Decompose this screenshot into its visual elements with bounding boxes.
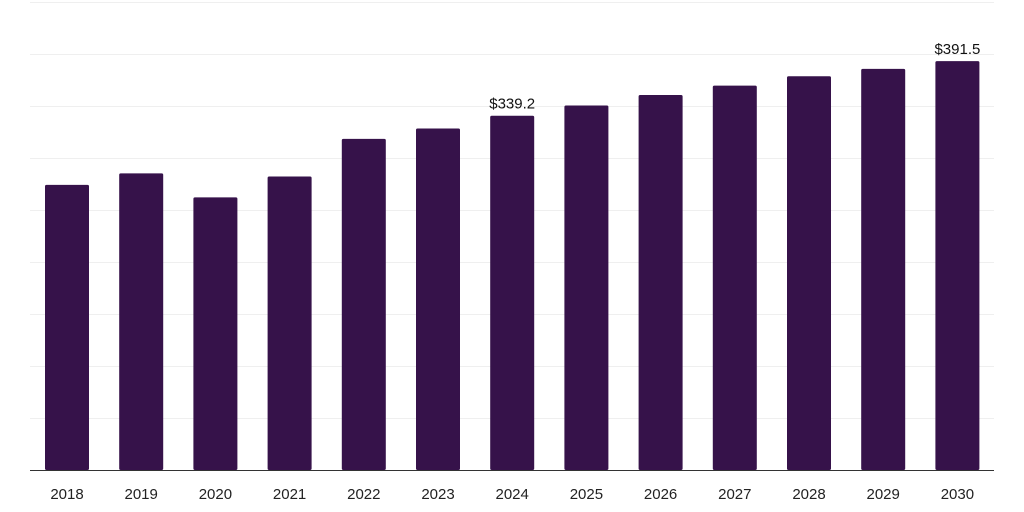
x-tick-label-2024: 2024 xyxy=(496,486,529,503)
data-labels: $339.2 $391.5 xyxy=(489,41,980,113)
bar-2022[interactable] xyxy=(341,138,386,470)
bar-2018[interactable] xyxy=(45,184,89,470)
x-tick-label-2030: 2030 xyxy=(941,486,974,503)
data-label-2030: $391.5 xyxy=(934,41,980,58)
bar-2024[interactable] xyxy=(490,115,535,470)
bar-2020[interactable] xyxy=(193,197,238,470)
x-axis: 2018 2019 2020 2021 2022 2023 2024 2025 2026 2027… xyxy=(30,470,994,503)
bar-2027[interactable] xyxy=(712,85,757,470)
bar-2028[interactable] xyxy=(787,76,831,470)
x-tick-label-2020: 2020 xyxy=(199,486,232,503)
bar-2025[interactable] xyxy=(564,105,609,471)
bar-2026[interactable] xyxy=(638,95,683,470)
bars xyxy=(45,61,980,471)
x-tick-label-2026: 2026 xyxy=(644,486,677,503)
bar-2030[interactable] xyxy=(935,61,980,470)
x-tick-label-2022: 2022 xyxy=(347,486,380,503)
x-tick-label-2021: 2021 xyxy=(273,486,306,503)
bar-2019[interactable] xyxy=(119,173,164,470)
bar-2029[interactable] xyxy=(861,68,906,471)
bar-2021[interactable] xyxy=(267,176,312,471)
x-tick-label-2028: 2028 xyxy=(792,486,825,503)
x-tick-label-2023: 2023 xyxy=(421,486,454,503)
x-tick-label-2019: 2019 xyxy=(125,486,158,503)
data-label-2024: $339.2 xyxy=(489,96,535,113)
x-tick-label-2027: 2027 xyxy=(718,486,751,503)
x-tick-label-2018: 2018 xyxy=(50,486,83,503)
bar-2023[interactable] xyxy=(416,128,460,471)
x-tick-label-2029: 2029 xyxy=(867,486,900,503)
x-tick-label-2025: 2025 xyxy=(570,486,603,503)
